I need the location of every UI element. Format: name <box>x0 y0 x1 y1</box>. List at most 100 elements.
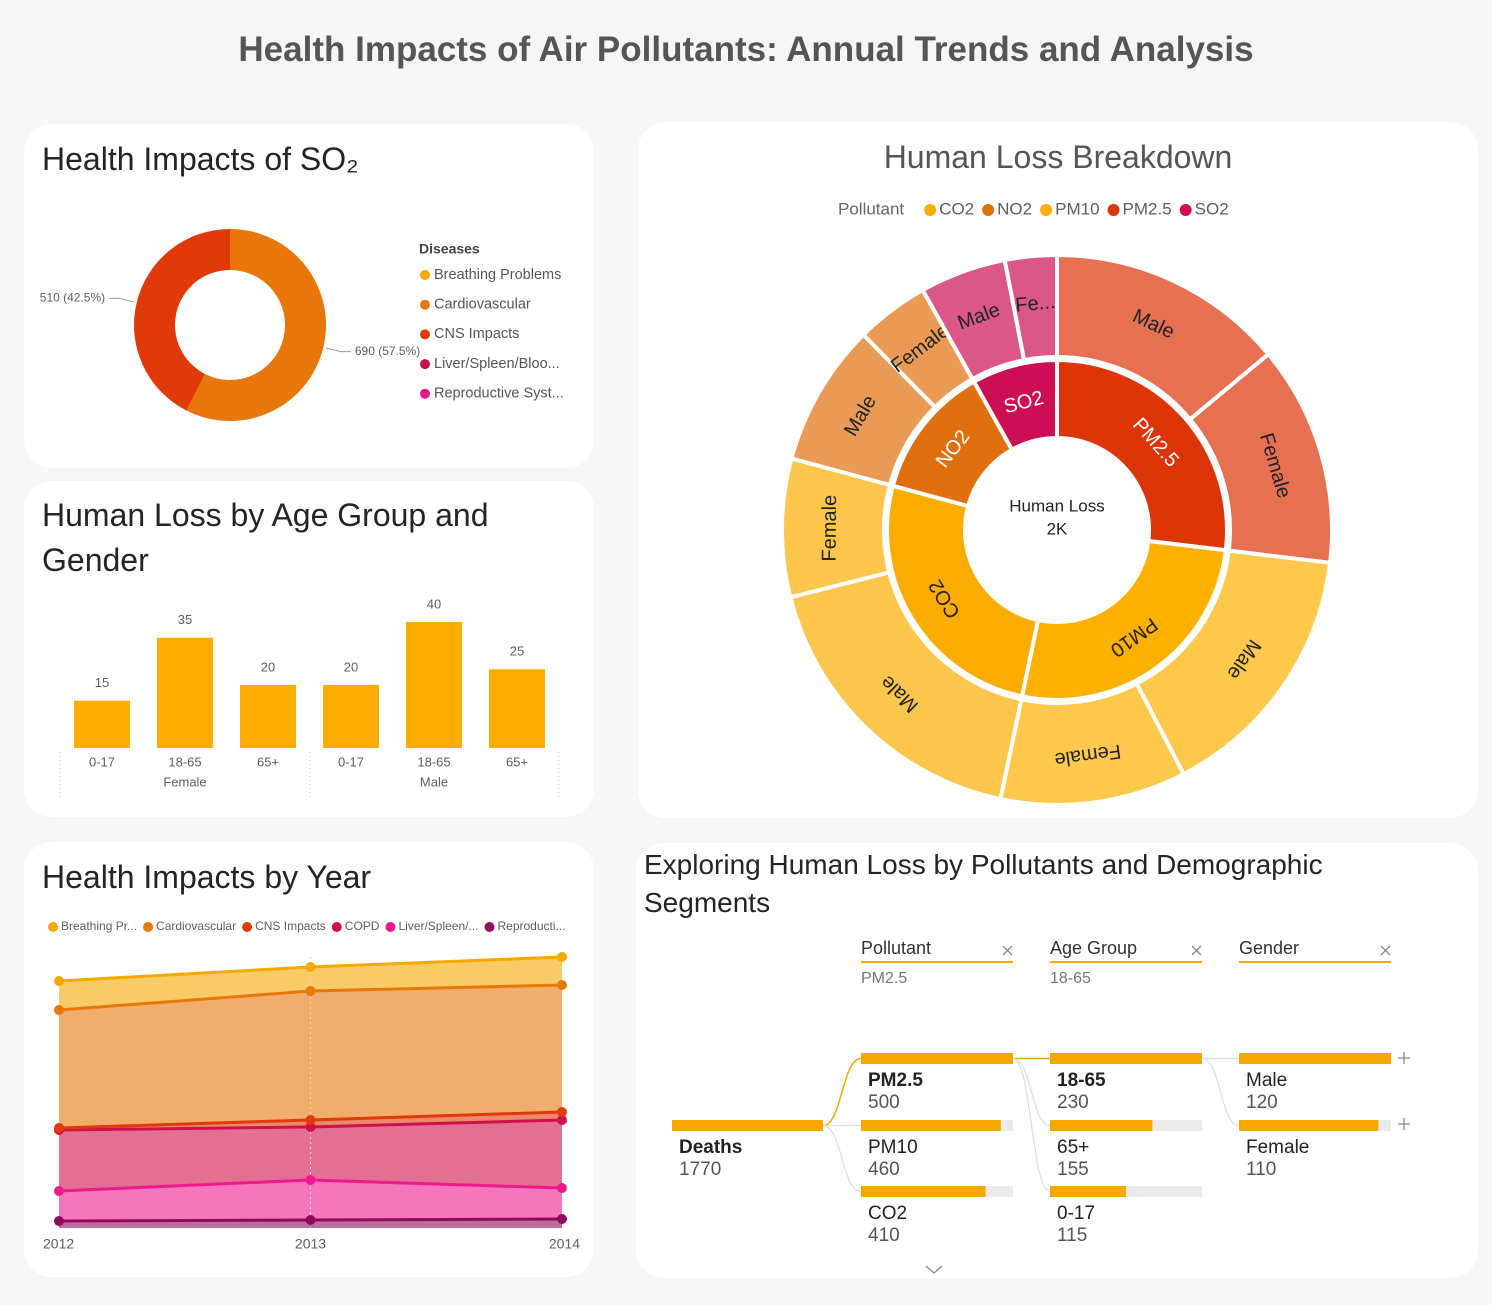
legend-label: CO2 <box>939 199 974 218</box>
dashboard-title: Health Impacts of Air Pollutants: Annual… <box>238 30 1254 69</box>
x-tick-label: 0-17 <box>338 754 364 769</box>
node-value: 155 <box>1057 1159 1089 1180</box>
x-tick-label: 65+ <box>506 754 528 769</box>
x-tick-label: 2013 <box>295 1236 326 1252</box>
point <box>305 1122 316 1132</box>
legend-marker <box>420 299 430 310</box>
data-label: 20 <box>344 659 358 674</box>
sunburst-outer <box>788 570 1024 802</box>
node-value: 120 <box>1246 1092 1278 1113</box>
x-tick-label: 18-65 <box>417 754 450 769</box>
group-label: Female <box>163 774 206 789</box>
expand-icon[interactable] <box>1398 1052 1410 1130</box>
point <box>557 1115 567 1125</box>
node-value: 115 <box>1057 1225 1087 1246</box>
legend-label: Cardiovascular <box>434 297 531 313</box>
bar <box>74 700 130 748</box>
filter-value: 18-65 <box>1050 970 1091 987</box>
legend-label: Breathing Problems <box>434 267 561 283</box>
legend-marker <box>1040 204 1053 216</box>
point <box>54 1123 64 1133</box>
point <box>305 962 316 972</box>
legend-marker <box>924 204 937 216</box>
legend-label: CNS Impacts <box>434 326 519 342</box>
area <box>59 1120 562 1191</box>
sunburst-inner <box>1020 538 1228 702</box>
point <box>557 1107 567 1117</box>
sunburst-inner <box>885 483 1041 699</box>
point <box>557 952 567 962</box>
data-label: 25 <box>510 644 524 659</box>
sunburst-inner <box>1055 358 1230 553</box>
bar <box>157 637 213 748</box>
legend-title: Diseases <box>419 241 480 257</box>
data-label: 15 <box>95 675 109 690</box>
center-hole <box>967 440 1147 620</box>
legend-marker <box>1179 204 1192 216</box>
legend-marker <box>1107 204 1120 216</box>
connector <box>1012 1057 1051 1127</box>
node-bar <box>1050 1120 1153 1131</box>
node-bar <box>1239 1120 1379 1131</box>
segment-label: Female <box>819 495 842 562</box>
point <box>54 1186 64 1196</box>
filter-clear-icons <box>925 945 1410 1274</box>
node-bar <box>1050 1053 1202 1064</box>
legend-label: Liver/Spleen/Bloo... <box>434 356 560 372</box>
node-value: 410 <box>868 1225 900 1246</box>
point <box>305 1175 316 1185</box>
legend-label: Breathing Pr... <box>61 919 137 933</box>
chevron[interactable] <box>925 1265 943 1274</box>
node-value: 460 <box>868 1159 900 1180</box>
leader-line <box>109 297 134 303</box>
legend-label: Reproductive Syst... <box>434 386 564 402</box>
legend-marker <box>420 270 430 280</box>
donut-slice <box>186 229 326 421</box>
clear-icon[interactable] <box>1002 945 1391 956</box>
data-label: 40 <box>427 596 441 611</box>
leader-line <box>326 347 351 353</box>
x-tick-label: 2012 <box>43 1236 74 1252</box>
legend-marker <box>48 922 58 932</box>
legend-marker <box>143 922 154 932</box>
data-label: 690 (57.5%) <box>355 344 420 358</box>
point <box>557 980 567 990</box>
area <box>59 1180 562 1221</box>
node-bar <box>861 1120 1001 1131</box>
point <box>305 986 316 996</box>
node-label: 65+ <box>1057 1137 1089 1158</box>
tree-title: Exploring Human Loss by Pollutants and D… <box>644 849 1323 918</box>
connector <box>1012 1057 1051 1193</box>
node-label: Male <box>1246 1070 1287 1091</box>
segment-label: Fe... <box>1014 291 1056 317</box>
legend-label: COPD <box>345 919 380 933</box>
legend-marker <box>484 922 495 932</box>
chart-title: Health Impacts by Year <box>42 859 372 895</box>
legend-label: Cardiovascular <box>156 919 236 933</box>
node-label: 18-65 <box>1057 1070 1106 1091</box>
legend-marker <box>331 922 342 932</box>
center-label: Human Loss <box>1009 496 1104 515</box>
point <box>557 1214 567 1224</box>
node-label: PM2.5 <box>868 1070 923 1091</box>
chart-title: Health Impacts of SO₂ <box>42 141 359 177</box>
node-bar <box>861 1053 1013 1064</box>
legend-marker <box>242 922 253 932</box>
filter-label: Gender <box>1239 938 1299 958</box>
group-label: Male <box>420 774 448 789</box>
node-value: 1770 <box>679 1159 721 1180</box>
node-bar <box>861 1186 986 1197</box>
point <box>305 1215 316 1225</box>
filter-label: Age Group <box>1050 938 1137 958</box>
node-label: Female <box>1246 1137 1309 1158</box>
x-tick-label: 65+ <box>257 754 279 769</box>
bar <box>240 685 296 748</box>
node-bar <box>672 1120 823 1131</box>
point <box>305 1115 316 1125</box>
point <box>557 1183 567 1193</box>
x-tick-label: 2014 <box>549 1236 580 1252</box>
legend-label: Reproducti... <box>498 919 566 933</box>
node-label: 0-17 <box>1057 1203 1095 1224</box>
node-label: CO2 <box>868 1203 907 1224</box>
